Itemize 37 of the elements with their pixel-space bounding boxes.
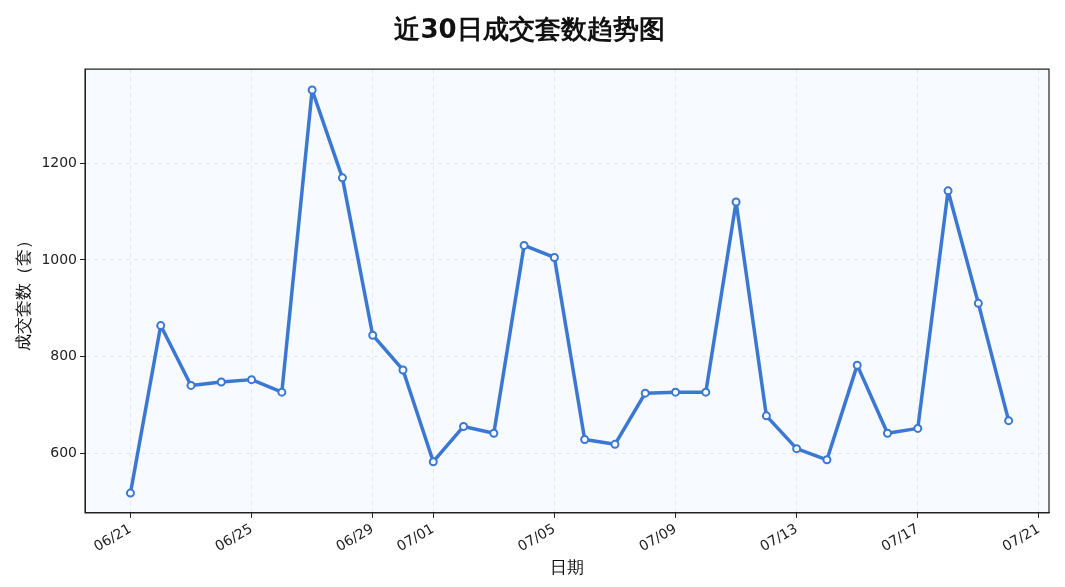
point xyxy=(731,197,741,207)
y-tick-label: 800 xyxy=(50,347,78,364)
chart-title: 近30日成交套数趋势图 xyxy=(394,14,665,45)
point xyxy=(186,380,196,390)
point xyxy=(307,85,317,95)
point xyxy=(610,439,620,449)
point xyxy=(822,455,832,465)
point xyxy=(489,428,499,438)
point xyxy=(671,387,681,397)
x-axis-title: 日期 xyxy=(550,557,585,578)
point xyxy=(973,298,983,308)
point xyxy=(852,360,862,370)
point xyxy=(277,387,287,397)
y-tick-label: 1000 xyxy=(41,250,78,267)
point xyxy=(216,377,226,387)
point xyxy=(761,411,771,421)
point xyxy=(156,321,166,331)
point xyxy=(519,240,529,250)
point xyxy=(549,252,559,262)
point xyxy=(883,428,892,438)
point xyxy=(398,365,408,375)
point xyxy=(580,435,590,444)
point xyxy=(701,387,711,397)
point xyxy=(1004,416,1014,426)
point xyxy=(913,423,923,433)
point xyxy=(640,388,650,398)
y-tick-label: 600 xyxy=(50,443,78,460)
point xyxy=(247,375,257,385)
point xyxy=(337,173,347,183)
point xyxy=(428,457,438,467)
point xyxy=(943,186,953,196)
point xyxy=(368,330,378,340)
y-axis-title: 成交套数（套） xyxy=(12,231,33,351)
point xyxy=(125,488,135,498)
y-tick-label: 1200 xyxy=(41,153,78,170)
point xyxy=(459,421,469,431)
point xyxy=(792,444,802,454)
